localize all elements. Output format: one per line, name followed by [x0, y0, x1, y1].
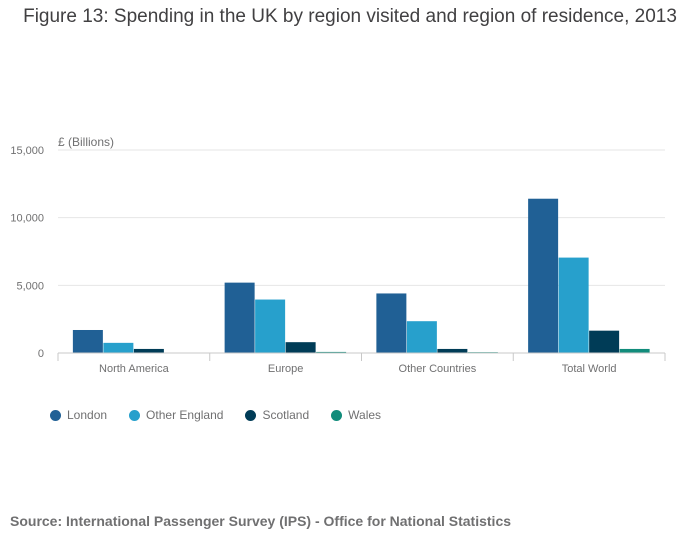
y-tick-label: 5,000 — [16, 280, 44, 292]
y-tick-label: 0 — [38, 348, 44, 360]
legend-item[interactable]: London — [50, 408, 107, 422]
bar-other-england — [255, 299, 286, 353]
y-tick-label: 10,000 — [10, 213, 44, 225]
legend-label: Wales — [348, 408, 382, 422]
x-tick-label: Europe — [268, 363, 303, 375]
legend-swatch — [331, 409, 343, 421]
bar-london — [376, 293, 407, 353]
chart-legend: London Other England Scotland Wales — [50, 408, 381, 422]
y-axis-label: £ (Billions) — [58, 135, 114, 149]
y-tick-label: 15,000 — [10, 145, 44, 157]
bar-london — [72, 329, 103, 353]
legend-label: Other England — [146, 408, 224, 422]
bar-london — [224, 282, 255, 353]
bar-wales — [316, 351, 347, 353]
bar-other-england — [103, 342, 134, 353]
bar-chart: 0 5,000 10,000 15,000 £ (Billions) North Amer… — [10, 135, 666, 375]
legend-item[interactable]: Other England — [129, 408, 223, 422]
legend-swatch — [50, 409, 61, 421]
bar-other-england — [558, 257, 589, 353]
bar-london — [528, 198, 559, 353]
bar-scotland — [285, 342, 316, 353]
legend-label: London — [67, 408, 108, 422]
legend-item[interactable]: Scotland — [245, 408, 309, 422]
bar-scotland — [133, 348, 164, 353]
chart-title: Figure 13: Spending in the UK by region … — [23, 6, 677, 27]
legend-swatch — [245, 409, 257, 421]
source-note: Source: International Passenger Survey (… — [10, 513, 512, 529]
bar-scotland — [437, 348, 468, 353]
bar-scotland — [589, 330, 620, 353]
x-tick-label: Other Countries — [399, 363, 477, 375]
x-tick-label: North America — [99, 363, 170, 375]
legend-label: Scotland — [262, 408, 310, 422]
bar-wales — [619, 348, 650, 353]
legend-swatch — [129, 409, 141, 421]
x-tick-label: Total World — [562, 363, 617, 375]
bar-other-england — [406, 321, 437, 353]
legend-item[interactable]: Wales — [331, 408, 381, 422]
